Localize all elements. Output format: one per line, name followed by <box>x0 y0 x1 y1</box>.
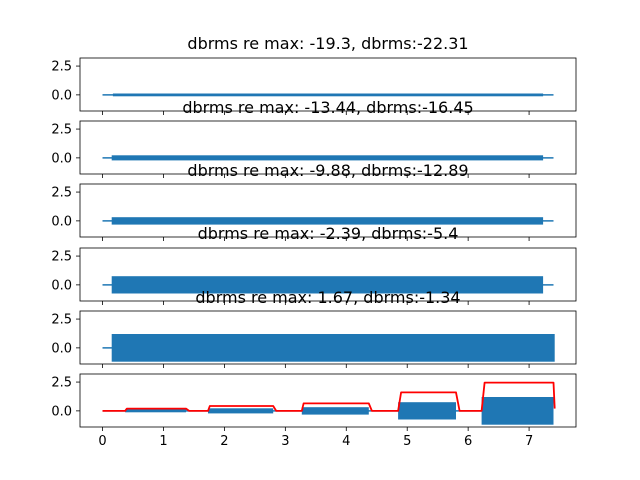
subplot-3-ytick-label-1: 2.5 <box>51 186 72 201</box>
subplot-1-axes-frame <box>79 57 577 112</box>
subplot-2-ytick-label-1: 2.5 <box>51 123 72 138</box>
subplot-4-ytick-label-1: 2.5 <box>51 250 72 265</box>
subplot-2-plot-area: 2.5 0.0 <box>51 120 577 178</box>
subplot-4: 2.5 0.0 dbrms re max: -2.39, dbrms:-5.4 <box>51 224 577 305</box>
subplot-2-series-2-oscillation-band <box>111 155 544 161</box>
subplot-6-xtick-label-2: 1 <box>159 434 167 449</box>
subplot-1-series-2-oscillation-band <box>112 93 544 97</box>
subplot-5-title: dbrms re max: 1.67, dbrms:-1.34 <box>195 288 460 307</box>
subplot-6-xtick-label-8: 7 <box>525 434 533 449</box>
subplot-6-series-7-envelope-line <box>102 381 556 412</box>
subplot-3-series-2-oscillation-band <box>111 217 544 225</box>
subplot-1-plot-area: 2.5 0.0 <box>51 57 577 115</box>
subplot-3-ytick-label-2: 0.0 <box>51 214 72 229</box>
subplot-3-axes-frame <box>79 183 577 238</box>
subplot-6-series-3-oscillation-band <box>208 408 274 414</box>
subplot-2-axes-frame <box>79 120 577 175</box>
subplot-4-series-2-oscillation-band <box>111 276 544 294</box>
subplot-2: 2.5 0.0 dbrms re max: -13.44, dbrms:-16.4… <box>51 98 577 178</box>
subplot-6-xtick-label-4: 3 <box>281 434 289 449</box>
subplot-6-axes-frame <box>79 373 577 428</box>
subplot-6-ytick-label-1: 2.5 <box>51 376 72 391</box>
subplot-5-series-2-oscillation-band <box>111 334 555 362</box>
subplot-6-xtick-label-5: 4 <box>342 434 350 449</box>
subplot-4-title: dbrms re max: -2.39, dbrms:-5.4 <box>198 224 459 243</box>
subplot-2-title: dbrms re max: -13.44, dbrms:-16.45 <box>182 98 473 117</box>
subplot-6-ytick-label-2: 0.0 <box>51 404 72 419</box>
subplot-6-plot-area: 2.5 0.0 0 1 2 3 4 5 6 7 <box>51 373 577 449</box>
subplot-6-xtick-label-3: 2 <box>220 434 228 449</box>
subplot-6-series-2-oscillation-band <box>125 409 186 413</box>
subplot-5-ytick-label-2: 0.0 <box>51 341 72 356</box>
subplot-5-ytick-label-1: 2.5 <box>51 313 72 328</box>
subplot-5-axes-frame <box>79 310 577 365</box>
subplot-1-ytick-label-1: 2.5 <box>51 60 72 75</box>
subplot-3: 2.5 0.0 dbrms re max: -9.88, dbrms:-12.89 <box>51 161 577 241</box>
subplot-6-xtick-label-1: 0 <box>98 434 106 449</box>
subplot-6-series-6-oscillation-band <box>481 397 554 425</box>
subplot-5-plot-area: 2.5 0.0 <box>51 310 577 368</box>
subplot-2-ytick-label-2: 0.0 <box>51 151 72 166</box>
subplot-3-title: dbrms re max: -9.88, dbrms:-12.89 <box>187 161 468 180</box>
subplot-6-xtick-label-7: 6 <box>464 434 472 449</box>
subplot-4-axes-frame <box>79 247 577 302</box>
subplot-4-ytick-label-2: 0.0 <box>51 278 72 293</box>
subplot-6-series-4-oscillation-band <box>301 407 369 415</box>
subplot-6-series-5-oscillation-band <box>398 402 456 420</box>
subplot-6: 2.5 0.0 0 1 2 3 4 5 6 7 <box>51 373 577 449</box>
subplot-4-plot-area: 2.5 0.0 <box>51 247 577 305</box>
subplot-3-plot-area: 2.5 0.0 <box>51 183 577 241</box>
subplot-6-xtick-label-6: 5 <box>403 434 411 449</box>
subplot-1: 2.5 0.0 dbrms re max: -19.3, dbrms:-22.31 <box>51 34 577 115</box>
subplot-1-title: dbrms re max: -19.3, dbrms:-22.31 <box>187 34 468 53</box>
subplot-5: 2.5 0.0 dbrms re max: 1.67, dbrms:-1.34 <box>51 288 577 368</box>
subplot-1-ytick-label-2: 0.0 <box>51 88 72 103</box>
